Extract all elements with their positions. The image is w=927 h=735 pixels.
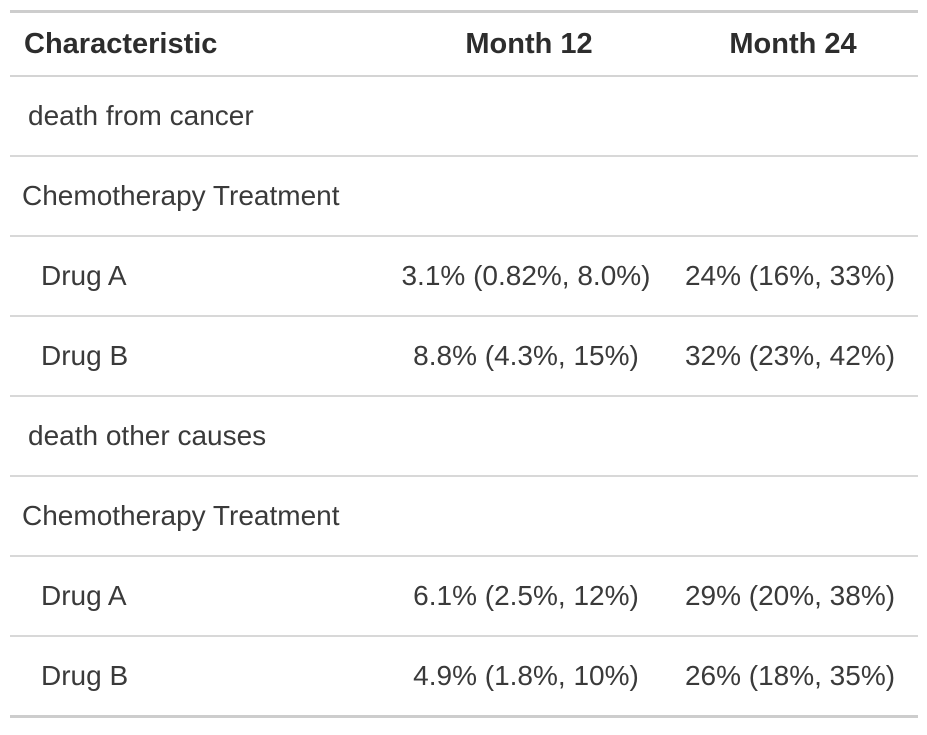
month12-cell: 4.9% (1.8%, 10%) bbox=[413, 660, 639, 691]
row-label: Chemotherapy Treatment bbox=[10, 156, 390, 237]
survival-summary-table: Characteristic Month 12 Month 24 death f… bbox=[10, 10, 918, 718]
month12-cell bbox=[390, 396, 668, 477]
month24-cell bbox=[668, 156, 918, 237]
table-row-chemotherapy-treatment-2: Chemotherapy Treatment bbox=[10, 476, 918, 557]
table-row-drug-b-2: Drug B 4.9% (1.8%, 10%) 26% (18%, 35%) bbox=[10, 636, 918, 717]
month24-cell: 26% (18%, 35%) bbox=[684, 660, 896, 691]
month12-cell bbox=[390, 76, 668, 157]
month24-cell: 29% (20%, 38%) bbox=[668, 556, 918, 637]
table-row-chemotherapy-treatment-1: Chemotherapy Treatment bbox=[10, 156, 918, 237]
month12-cell: 6.1% (2.5%, 12%) bbox=[390, 556, 668, 637]
row-label: Drug B bbox=[41, 660, 129, 691]
column-header-month-12: Month 12 bbox=[390, 11, 668, 77]
month24-cell: 32% (23%, 42%) bbox=[668, 316, 918, 397]
table-row-drug-a-2: Drug A 6.1% (2.5%, 12%) 29% (20%, 38%) bbox=[10, 556, 918, 637]
table-row-drug-a-1: Drug A 3.1% (0.82%, 8.0%) 24% (16%, 33%) bbox=[10, 236, 918, 317]
table-row-death-from-cancer: death from cancer bbox=[10, 76, 918, 157]
column-header-characteristic: Characteristic bbox=[10, 11, 390, 77]
month12-cell bbox=[390, 476, 668, 557]
month24-cell: 24% (16%, 33%) bbox=[668, 236, 918, 317]
month24-cell bbox=[668, 476, 918, 557]
table-row-drug-b-1: Drug B 8.8% (4.3%, 15%) 32% (23%, 42%) bbox=[10, 316, 918, 397]
row-label: death from cancer bbox=[10, 76, 390, 157]
row-label: Drug B bbox=[10, 316, 390, 397]
month12-cell bbox=[390, 156, 668, 237]
table-row-death-other-causes: death other causes bbox=[10, 396, 918, 477]
row-label: Drug A bbox=[10, 236, 390, 317]
month24-cell bbox=[668, 396, 918, 477]
column-header-month-24: Month 24 bbox=[668, 11, 918, 77]
row-label: Drug A bbox=[10, 556, 390, 637]
month24-cell bbox=[668, 76, 918, 157]
row-label: death other causes bbox=[10, 396, 390, 477]
month12-cell: 3.1% (0.82%, 8.0%) bbox=[390, 236, 668, 317]
row-label: Chemotherapy Treatment bbox=[10, 476, 390, 557]
month12-cell: 8.8% (4.3%, 15%) bbox=[390, 316, 668, 397]
header-row: Characteristic Month 12 Month 24 bbox=[10, 11, 918, 77]
